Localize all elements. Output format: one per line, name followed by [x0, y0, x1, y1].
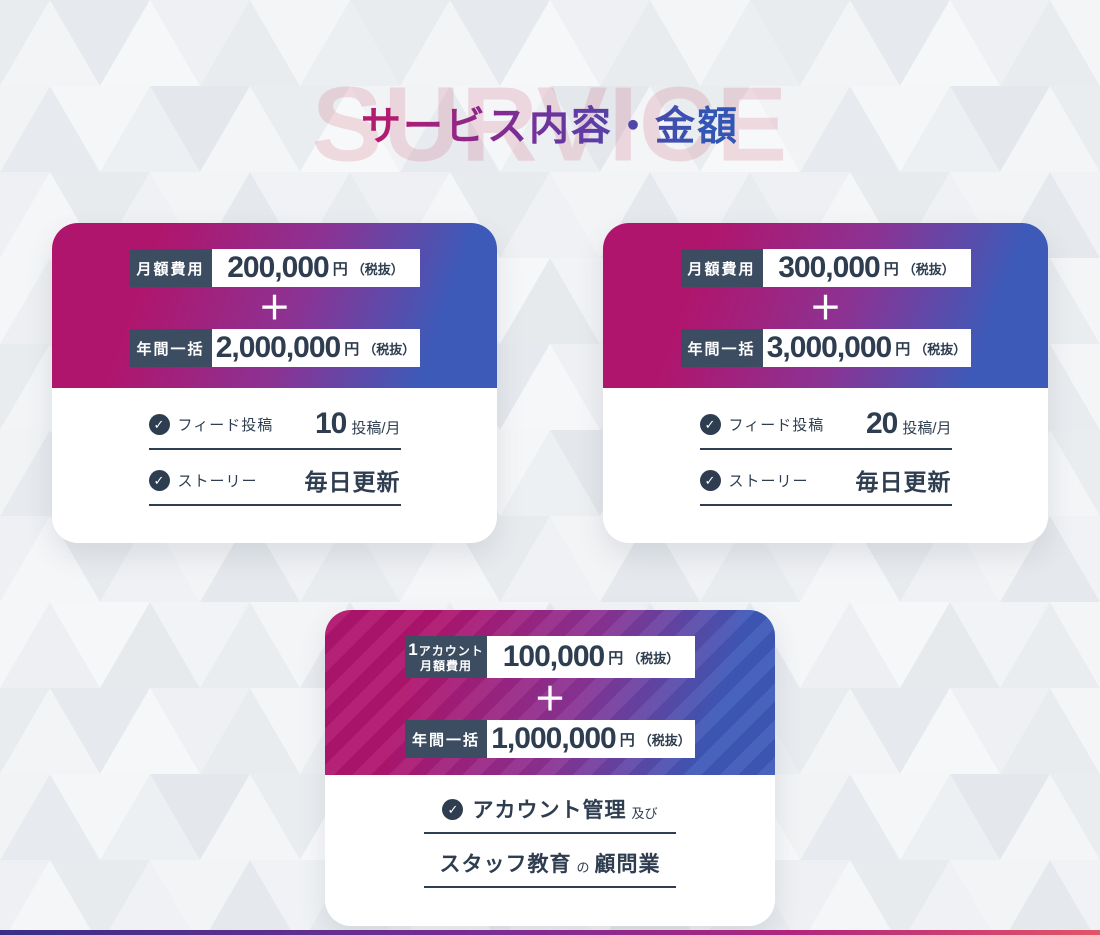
feature-value: 毎日更新	[856, 463, 952, 497]
price-unit: 円	[883, 260, 899, 278]
feature-row-feed-posts: ✓ フィード投稿 10 投稿/月	[148, 407, 401, 450]
feature-label: ストーリー	[177, 472, 258, 490]
price-tax-note: （税抜）	[363, 341, 416, 357]
price-label: 月額費用	[680, 249, 763, 287]
price-label: 年間一括	[129, 329, 212, 367]
price-unit: 円	[608, 649, 624, 667]
price-row-annual: 年間一括 3,000,000 円 （税抜）	[603, 329, 1048, 367]
pricing-card-monthly-300k: 月額費用 300,000 円 （税抜） ＋ 年間一括 3,000,000 円	[603, 223, 1048, 543]
price-row-annual: 年間一括 1,000,000 円 （税抜）	[325, 720, 775, 758]
account-word: アカウント	[418, 643, 484, 658]
price-label: 年間一括	[680, 329, 763, 367]
price-amount: 100,000	[502, 640, 605, 673]
price-unit: 円	[895, 340, 911, 358]
check-icon: ✓	[699, 413, 721, 435]
watermark-text: SURVICE	[312, 64, 788, 185]
consulting-line-2: スタッフ教育 の 顧問業	[424, 848, 676, 888]
section-header: SURVICE サービス内容・金額	[0, 42, 1100, 207]
price-tax-note: （税抜）	[902, 261, 955, 277]
consulting-service: アカウント管理	[472, 799, 627, 822]
price-unit: 円	[332, 260, 348, 278]
price-value-box: 1,000,000 円 （税抜）	[487, 720, 695, 758]
page-title: サービス内容・金額	[361, 93, 739, 151]
price-amount: 3,000,000	[766, 331, 892, 364]
price-unit: 円	[344, 340, 360, 358]
feature-unit: 投稿/月	[902, 420, 952, 437]
price-row-monthly: 月額費用 300,000 円 （税抜）	[603, 249, 1048, 287]
feature-count: 20	[865, 407, 898, 440]
plus-icon: ＋	[533, 681, 566, 717]
feature-count: 10	[314, 407, 347, 440]
price-tax-note: （税抜）	[638, 732, 691, 748]
price-label-line2: 月額費用	[419, 658, 472, 673]
pricing-card-monthly-200k: 月額費用 200,000 円 （税抜） ＋ 年間一括 2,000,000 円	[52, 223, 497, 543]
feature-value: 毎日更新	[305, 463, 401, 497]
pricing-card-body: ✓ アカウント管理 及び スタッフ教育 の 顧問業	[325, 775, 775, 926]
pricing-card-header: 1 アカウント 月額費用 100,000 円 （税抜） ＋	[325, 610, 775, 775]
price-tax-note: （税抜）	[627, 650, 680, 666]
price-value-box: 100,000 円 （税抜）	[487, 636, 695, 678]
price-value-box: 300,000 円 （税抜）	[762, 249, 971, 287]
price-amount: 1,000,000	[491, 722, 616, 755]
consulting-particle: の	[576, 860, 590, 875]
check-icon: ✓	[442, 798, 464, 820]
consulting-service: スタッフ教育	[439, 853, 572, 876]
plus-icon: ＋	[258, 290, 291, 326]
pricing-card-account-100k: 1 アカウント 月額費用 100,000 円 （税抜） ＋	[325, 610, 775, 926]
feature-value: 20 投稿/月	[866, 407, 952, 441]
pricing-card-header: 月額費用 300,000 円 （税抜） ＋ 年間一括 3,000,000 円	[603, 223, 1048, 388]
feature-label: ストーリー	[728, 472, 809, 490]
check-icon: ✓	[699, 469, 721, 491]
consulting-line-1: ✓ アカウント管理 及び	[424, 794, 676, 834]
price-amount: 200,000	[227, 251, 329, 284]
account-count: 1	[408, 639, 419, 659]
price-value-box: 3,000,000 円 （税抜）	[762, 329, 971, 367]
consulting-service: 顧問業	[594, 853, 661, 876]
price-label: 月額費用	[129, 249, 212, 287]
price-row-monthly: 月額費用 200,000 円 （税抜）	[52, 249, 497, 287]
consulting-card-row: 1 アカウント 月額費用 100,000 円 （税抜） ＋	[0, 610, 1100, 926]
plus-icon: ＋	[809, 290, 842, 326]
feature-row-stories: ✓ ストーリー 毎日更新	[148, 463, 401, 506]
bottom-accent-bar	[0, 930, 1100, 935]
feature-row-stories: ✓ ストーリー 毎日更新	[699, 463, 952, 506]
feature-frequency: 毎日更新	[855, 469, 952, 495]
feature-label: フィード投稿	[728, 416, 825, 434]
consulting-connector: 及び	[631, 806, 658, 821]
feature-value: 10 投稿/月	[315, 407, 401, 441]
pricing-card-body: ✓ フィード投稿 20 投稿/月 ✓ ストーリー 毎日更新	[603, 388, 1048, 543]
check-icon: ✓	[148, 469, 170, 491]
check-icon: ✓	[148, 413, 170, 435]
feature-frequency: 毎日更新	[304, 469, 401, 495]
price-tax-note: （税抜）	[914, 341, 967, 357]
price-label: 年間一括	[405, 720, 487, 758]
price-row-account-monthly: 1 アカウント 月額費用 100,000 円 （税抜）	[325, 636, 775, 678]
price-unit: 円	[619, 731, 635, 749]
price-row-annual: 年間一括 2,000,000 円 （税抜）	[52, 329, 497, 367]
price-label: 1 アカウント 月額費用	[405, 636, 487, 678]
feature-row-feed-posts: ✓ フィード投稿 20 投稿/月	[699, 407, 952, 450]
price-amount: 2,000,000	[215, 331, 341, 364]
pricing-card-body: ✓ フィード投稿 10 投稿/月 ✓ ストーリー 毎日更新	[52, 388, 497, 543]
feature-unit: 投稿/月	[351, 420, 401, 437]
price-value-box: 2,000,000 円 （税抜）	[211, 329, 420, 367]
feature-label: フィード投稿	[177, 416, 274, 434]
price-amount: 300,000	[778, 251, 880, 284]
pricing-card-header: 月額費用 200,000 円 （税抜） ＋ 年間一括 2,000,000 円	[52, 223, 497, 388]
pricing-cards-row: 月額費用 200,000 円 （税抜） ＋ 年間一括 2,000,000 円	[0, 223, 1100, 543]
price-value-box: 200,000 円 （税抜）	[211, 249, 420, 287]
price-tax-note: （税抜）	[351, 261, 404, 277]
